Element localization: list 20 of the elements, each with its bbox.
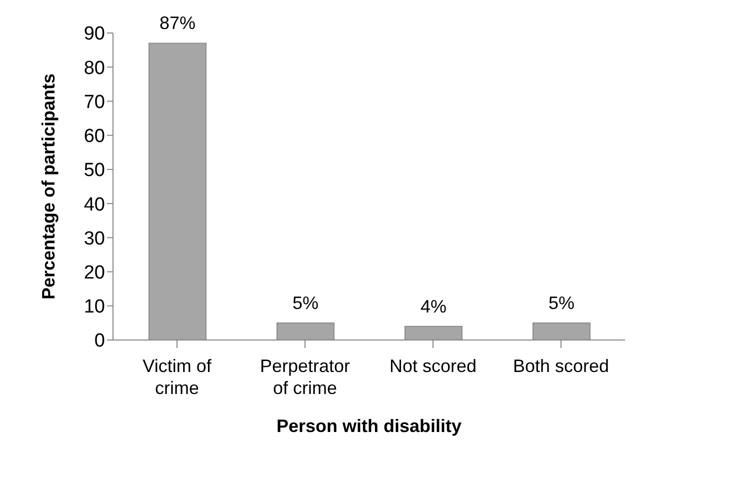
- y-tick-label: 30: [84, 228, 105, 250]
- y-tick-label: 60: [84, 126, 105, 148]
- data-label: 87%: [159, 13, 196, 34]
- y-tick-label: 70: [84, 92, 105, 113]
- y-tick-label: 40: [84, 194, 105, 216]
- y-axis-title: Percentage of participants: [38, 73, 58, 300]
- data-label: 5%: [548, 292, 575, 313]
- y-tick-label: 50: [84, 160, 105, 182]
- y-tick-label: 0: [94, 330, 105, 352]
- y-tick-label: 10: [84, 296, 105, 318]
- y-tick-label: 90: [84, 24, 105, 45]
- y-tick-label: 20: [84, 262, 105, 284]
- x-tick-label: Both scored: [512, 356, 610, 376]
- x-tick-label: Not scored: [389, 356, 477, 376]
- data-label: 5%: [292, 292, 319, 313]
- x-tick-label: Perpetrator of crime: [260, 356, 350, 398]
- y-tick-label: 80: [84, 58, 105, 79]
- x-tick-label: Victim of crime: [142, 356, 212, 398]
- x-axis-title: Person with disability: [276, 416, 462, 436]
- data-label: 4%: [420, 296, 447, 316]
